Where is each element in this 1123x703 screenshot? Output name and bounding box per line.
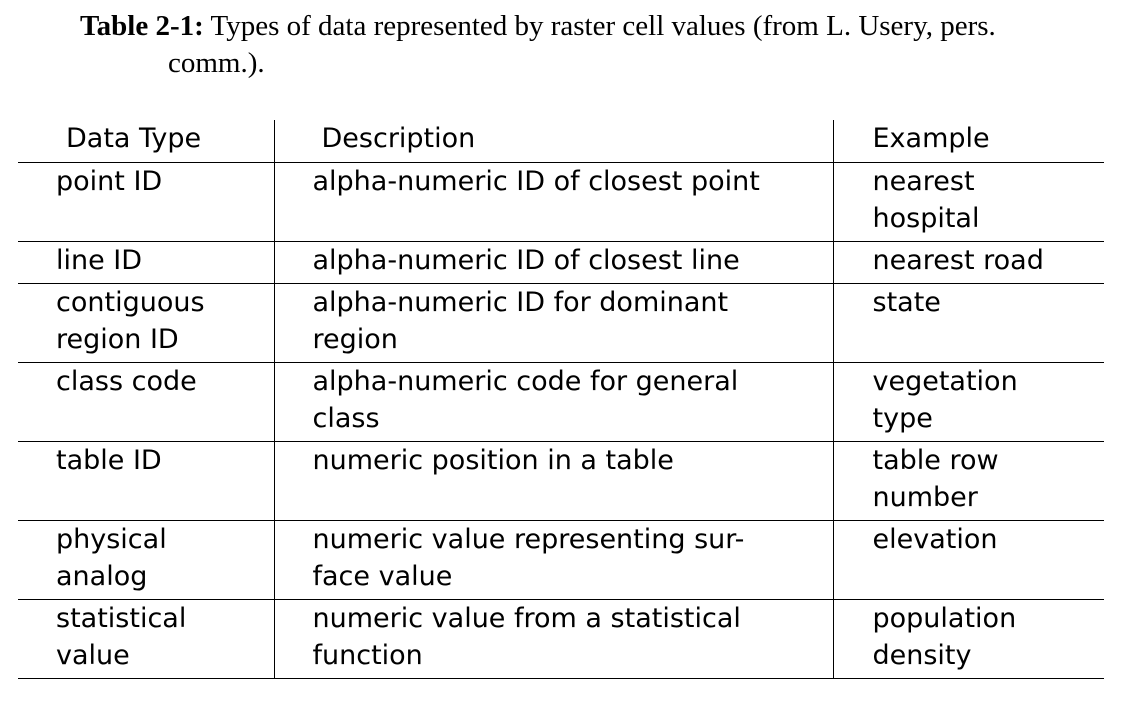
caption-label: Table 2-1: [80,10,204,42]
cell-data-type: table ID [18,441,274,521]
cell-line: nearest [872,166,975,197]
cell-description: numeric position in a table [273,441,833,521]
cell-line: number [872,482,978,513]
cell-example: state [832,283,1104,363]
header-data-type: Data Type [18,120,274,163]
caption-text-line-2: comm.). [168,47,265,79]
table-row: point ID alpha-numeric ID of closest poi… [18,162,1104,242]
cell-example: nearest road [832,241,1104,284]
cell-line: density [872,640,972,671]
cell-line: class code [56,366,197,397]
cell-line: line ID [56,245,143,276]
cell-line: table ID [56,445,162,476]
cell-line: region ID [56,324,179,355]
table-row: physical analog numeric value representi… [18,520,1104,600]
cell-line: state [872,287,941,318]
header-example: Example [832,120,1104,163]
cell-example: nearest hospital [832,162,1104,242]
cell-example: table row number [832,441,1104,521]
cell-line: physical [56,524,167,555]
cell-line: alpha-numeric code for general [312,366,739,397]
cell-description: alpha-numeric ID for dominant region [273,283,833,363]
cell-line: elevation [872,524,998,555]
cell-line: alpha-numeric ID of closest point [312,166,760,197]
cell-line: value [56,640,130,671]
cell-line: type [872,403,933,434]
caption-text-line-1: Types of data represented by raster cell… [210,10,996,42]
caption-line-1: Table 2-1: Types of data represented by … [80,8,1090,45]
cell-line: table row [872,445,999,476]
table-row: statistical value numeric value from a s… [18,599,1104,679]
cell-description: alpha-numeric ID of closest point [273,162,833,242]
cell-data-type: line ID [18,241,274,284]
cell-line: hospital [872,203,980,234]
cell-data-type: class code [18,362,274,442]
cell-line: numeric value representing sur- [312,524,745,555]
cell-line: analog [56,561,148,592]
cell-data-type: statistical value [18,599,274,679]
table-row: line ID alpha-numeric ID of closest line… [18,241,1104,284]
cell-data-type: contiguous region ID [18,283,274,363]
cell-line: numeric value from a statistical [312,603,741,634]
cell-line: contiguous [56,287,205,318]
cell-line: alpha-numeric ID of closest line [312,245,740,276]
cell-line: numeric position in a table [312,445,674,476]
cell-line: population [872,603,1017,634]
cell-line: region [312,324,398,355]
cell-example: population density [832,599,1104,679]
table-row: class code alpha-numeric code for genera… [18,362,1104,442]
header-description: Description [273,120,833,163]
cell-line: nearest road [872,245,1044,276]
cell-line: alpha-numeric ID for dominant [312,287,729,318]
data-types-table-container: Data Type Description Example point ID a… [18,120,1104,679]
table-caption: Table 2-1: Types of data represented by … [80,8,1090,82]
cell-line: class [312,403,380,434]
data-types-table: Data Type Description Example point ID a… [18,120,1104,679]
cell-description: numeric value representing sur- face val… [273,520,833,600]
cell-description: numeric value from a statistical functio… [273,599,833,679]
table-header-row: Data Type Description Example [18,120,1104,163]
cell-description: alpha-numeric code for general class [273,362,833,442]
cell-data-type: physical analog [18,520,274,600]
cell-example: vegetation type [832,362,1104,442]
table-row: table ID numeric position in a table tab… [18,441,1104,521]
cell-line: statistical [56,603,187,634]
cell-line: point ID [56,166,163,197]
cell-line: function [312,640,423,671]
cell-line: face value [312,561,453,592]
cell-description: alpha-numeric ID of closest line [273,241,833,284]
cell-example: elevation [832,520,1104,600]
table-row: contiguous region ID alpha-numeric ID fo… [18,283,1104,363]
cell-line: vegetation [872,366,1018,397]
cell-data-type: point ID [18,162,274,242]
